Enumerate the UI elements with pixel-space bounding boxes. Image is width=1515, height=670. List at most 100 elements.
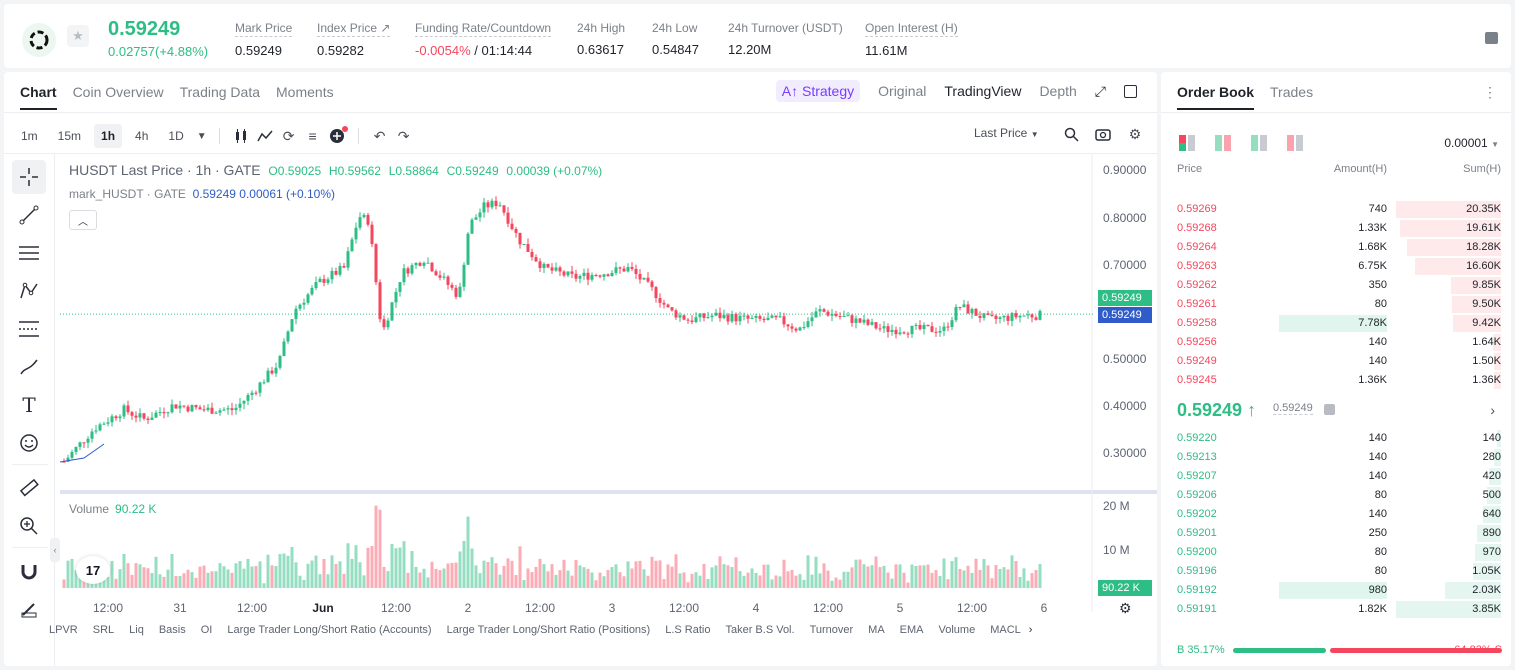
tf-1h[interactable]: 1h xyxy=(94,124,123,148)
book-icon[interactable] xyxy=(1485,32,1498,44)
info-icon[interactable] xyxy=(1324,404,1335,415)
horizontal-lines-icon[interactable] xyxy=(12,236,46,270)
refresh-icon[interactable]: ⟳ xyxy=(282,127,295,144)
indicator-item[interactable]: Basis xyxy=(158,624,186,636)
pencil-lock-icon[interactable] xyxy=(12,592,46,626)
x-tick: 5 xyxy=(896,601,904,615)
camera-icon[interactable] xyxy=(1094,125,1112,143)
zoom-in-icon[interactable] xyxy=(12,509,46,543)
bid-row[interactable]: 0.59201 250 890 xyxy=(1161,524,1511,543)
bid-row[interactable]: 0.59206 80 500 xyxy=(1161,486,1511,505)
bid-row[interactable]: 0.59207 140 420 xyxy=(1161,467,1511,486)
layout-both-icon[interactable] xyxy=(1179,135,1195,151)
indicator-item[interactable]: Taker B.S Vol. xyxy=(725,624,795,636)
expand-icon[interactable]: ⤢ xyxy=(1094,82,1106,99)
more-options-icon[interactable]: ⋮ xyxy=(1483,84,1497,100)
bid-row[interactable]: 0.59196 80 1.05K xyxy=(1161,562,1511,581)
tab-trades[interactable]: Trades xyxy=(1270,84,1314,100)
indicator-item[interactable]: L.S Ratio xyxy=(665,624,711,636)
indicator-item[interactable]: Large Trader Long/Short Ratio (Positions… xyxy=(446,624,651,636)
templates-icon[interactable]: ≡ xyxy=(308,128,317,144)
settings-icon[interactable]: ⚙ xyxy=(1128,125,1142,142)
strategy-button[interactable]: A↑ Strategy xyxy=(775,80,861,102)
volume-bar xyxy=(378,509,382,588)
fib-icon[interactable] xyxy=(12,312,46,346)
ask-row[interactable]: 0.59262 350 9.85K xyxy=(1161,276,1511,295)
trend-line-icon[interactable] xyxy=(12,198,46,232)
stat-index-price[interactable]: Index Price ↗ 0.59282 xyxy=(317,21,391,58)
indicator-item[interactable]: LPVR xyxy=(49,624,78,636)
candle-body xyxy=(162,412,166,414)
indicator-item[interactable]: MACL xyxy=(990,624,1021,636)
ruler-icon[interactable] xyxy=(12,471,46,505)
ask-row[interactable]: 0.59269 740 20.35K xyxy=(1161,200,1511,219)
tab-coin-overview[interactable]: Coin Overview xyxy=(72,84,164,100)
indicator-item[interactable]: Volume xyxy=(938,624,976,636)
indicator-item[interactable]: SRL xyxy=(92,624,115,636)
volume-bar xyxy=(282,553,286,588)
ask-row[interactable]: 0.59256 140 1.64K xyxy=(1161,333,1511,352)
timeframe-dropdown-icon[interactable]: ▼ xyxy=(196,130,207,142)
magnet-icon[interactable] xyxy=(12,554,46,588)
indicator-item[interactable]: Large Trader Long/Short Ratio (Accounts) xyxy=(227,624,432,636)
tab-moments[interactable]: Moments xyxy=(276,84,334,100)
view-tradingview[interactable]: TradingView xyxy=(944,83,1022,99)
tf-15m[interactable]: 15m xyxy=(57,129,82,143)
add-indicator-icon[interactable] xyxy=(328,126,348,145)
view-depth[interactable]: Depth xyxy=(1039,83,1077,99)
volume-bar xyxy=(394,548,398,588)
emoji-icon[interactable] xyxy=(12,426,46,460)
axis-settings-icon[interactable]: ⚙ xyxy=(1119,600,1132,616)
text-icon[interactable]: T xyxy=(22,393,36,417)
redo-icon[interactable]: ↷ xyxy=(397,127,410,144)
candle-type-icon[interactable] xyxy=(232,127,250,145)
tab-trading-data[interactable]: Trading Data xyxy=(179,84,261,100)
ask-row[interactable]: 0.59258 7.78K 9.42K xyxy=(1161,314,1511,333)
tf-1d[interactable]: 1D xyxy=(168,129,184,143)
search-icon[interactable] xyxy=(1062,125,1080,143)
window-icon[interactable] xyxy=(1124,84,1137,98)
brush-icon[interactable] xyxy=(12,350,46,384)
crosshair-icon[interactable] xyxy=(12,160,46,194)
indicator-scroll-right-icon[interactable]: › xyxy=(1028,624,1033,636)
view-original[interactable]: Original xyxy=(878,83,927,99)
ask-row[interactable]: 0.59249 140 1.50K xyxy=(1161,352,1511,371)
undo-icon[interactable]: ↶ xyxy=(373,127,386,144)
bid-row[interactable]: 0.59191 1.82K 3.85K xyxy=(1161,600,1511,619)
indicator-item[interactable]: EMA xyxy=(899,624,924,636)
favorite-star-icon[interactable]: ★ xyxy=(67,25,89,47)
tab-order-book[interactable]: Order Book xyxy=(1177,84,1255,110)
layout-asks-icon[interactable] xyxy=(1287,135,1303,151)
tf-4h[interactable]: 4h xyxy=(135,129,149,143)
tab-chart[interactable]: Chart xyxy=(20,84,57,110)
volume-bar xyxy=(142,567,146,588)
chevron-right-icon[interactable]: › xyxy=(1490,402,1495,418)
order-amount: 140 xyxy=(1368,336,1387,348)
indicator-item[interactable]: Turnover xyxy=(809,624,854,636)
indicators-icon[interactable] xyxy=(256,127,274,145)
bid-row[interactable]: 0.59200 80 970 xyxy=(1161,543,1511,562)
ask-row[interactable]: 0.59264 1.68K 18.28K xyxy=(1161,238,1511,257)
indicator-item[interactable]: MA xyxy=(868,624,885,636)
pattern-icon[interactable] xyxy=(12,274,46,308)
order-amount: 1.82K xyxy=(1358,603,1387,615)
layout-bids-icon[interactable] xyxy=(1251,135,1267,151)
bid-row[interactable]: 0.59192 980 2.03K xyxy=(1161,581,1511,600)
ask-row[interactable]: 0.59245 1.36K 1.36K xyxy=(1161,371,1511,390)
ask-row[interactable]: 0.59263 6.75K 16.60K xyxy=(1161,257,1511,276)
ask-row[interactable]: 0.59268 1.33K 19.61K xyxy=(1161,219,1511,238)
indicator-item[interactable]: Liq xyxy=(129,624,144,636)
tf-1m[interactable]: 1m xyxy=(21,129,38,143)
indicator-item[interactable]: OI xyxy=(200,624,213,636)
bid-row[interactable]: 0.59213 140 280 xyxy=(1161,448,1511,467)
collapse-toolbar-icon[interactable]: ‹ xyxy=(50,538,60,562)
volume-bar xyxy=(166,569,170,588)
layout-both-alt-icon[interactable] xyxy=(1215,135,1231,151)
bid-row[interactable]: 0.59220 140 140 xyxy=(1161,429,1511,448)
price-chart[interactable] xyxy=(4,72,1157,666)
bid-row[interactable]: 0.59202 140 640 xyxy=(1161,505,1511,524)
collapse-legend-icon[interactable]: ︿ xyxy=(69,210,97,230)
precision-select[interactable]: 0.00001 ▼ xyxy=(1444,136,1499,150)
ask-row[interactable]: 0.59261 80 9.50K xyxy=(1161,295,1511,314)
price-source-select[interactable]: Last Price ▼ xyxy=(974,126,1039,140)
